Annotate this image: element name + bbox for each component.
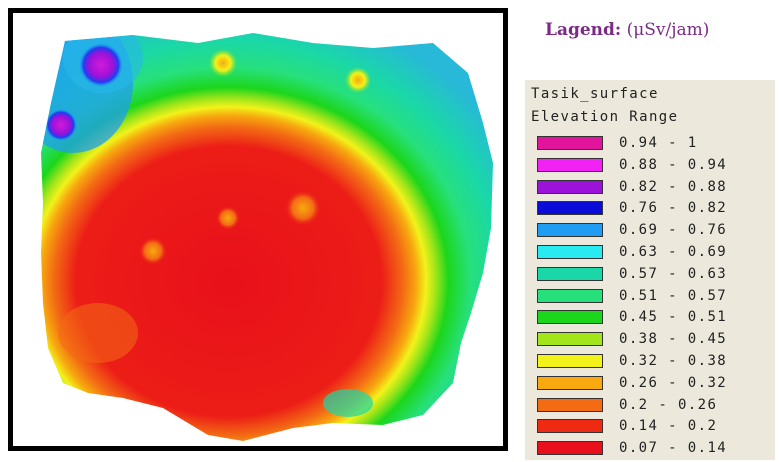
legend-class-label: 0.57 - 0.63	[619, 265, 728, 282]
legend-class-row: 0.51 - 0.57	[537, 288, 772, 306]
legend-field-name: Elevation Range	[531, 109, 679, 125]
legend-title-label: Lagend:	[545, 20, 622, 40]
legend-swatch	[537, 288, 603, 303]
legend-title: Lagend: (μSv/jam)	[545, 20, 709, 40]
dose-rate-surface	[41, 33, 493, 441]
legend-class-row: 0.14 - 0.2	[537, 418, 772, 436]
legend-class-label: 0.82 - 0.88	[619, 178, 728, 195]
legend-swatch	[537, 354, 603, 368]
legend-panel: Tasik_surface Elevation Range 0.94 - 1 0.…	[525, 80, 775, 460]
legend-class-row: 0.88 - 0.94	[537, 157, 772, 175]
legend-class-label: 0.26 - 0.32	[619, 374, 728, 391]
legend-class-row: 0.82 - 0.88	[537, 179, 772, 197]
legend-class-label: 0.63 - 0.69	[619, 244, 728, 260]
legend-swatch	[537, 266, 603, 281]
legend-class-row: 0.45 - 0.51	[537, 309, 772, 327]
legend-class-row: 0.32 - 0.38	[537, 353, 772, 371]
legend-swatch	[537, 397, 603, 412]
legend-class-label: 0.51 - 0.57	[619, 287, 728, 304]
legend-class-row: 0.38 - 0.45	[537, 331, 772, 349]
legend-class-label: 0.07 - 0.14	[619, 440, 728, 457]
legend-class-label: 0.32 - 0.38	[619, 353, 728, 369]
legend-class-row: 0.69 - 0.76	[537, 222, 772, 240]
legend-class-row: 0.2 - 0.26	[537, 397, 772, 415]
legend-class-row: 0.57 - 0.63	[537, 266, 772, 284]
legend-class-row: 0.63 - 0.69	[537, 244, 772, 262]
legend-class-label: 0.2 - 0.26	[619, 396, 718, 413]
legend-swatch	[537, 310, 603, 325]
legend-swatch	[537, 419, 603, 434]
legend-class-label: 0.88 - 0.94	[619, 156, 728, 173]
legend-swatch	[537, 245, 603, 259]
legend-class-label: 0.45 - 0.51	[619, 309, 728, 326]
legend-class-label: 0.69 - 0.76	[619, 222, 728, 239]
legend-swatch	[537, 157, 603, 172]
legend-unit: (μSv/jam)	[626, 20, 710, 40]
legend-class-label: 0.94 - 1	[619, 135, 698, 151]
legend-class-label: 0.38 - 0.45	[619, 331, 728, 348]
legend-swatch	[537, 179, 603, 194]
legend-swatch	[537, 136, 603, 150]
legend-swatch	[537, 332, 603, 347]
legend-class-label: 0.76 - 0.82	[619, 200, 728, 217]
legend-swatch	[537, 441, 603, 456]
radiation-map	[8, 8, 508, 451]
legend-layer-name: Tasik_surface	[531, 86, 659, 102]
legend-swatch	[537, 375, 603, 390]
legend-swatch	[537, 223, 603, 238]
legend-class-label: 0.14 - 0.2	[619, 418, 718, 435]
legend-swatch	[537, 201, 603, 216]
legend-class-row: 0.07 - 0.14	[537, 440, 772, 458]
legend-class-row: 0.94 - 1	[537, 135, 772, 153]
legend-class-row: 0.76 - 0.82	[537, 200, 772, 218]
legend-class-row: 0.26 - 0.32	[537, 375, 772, 393]
